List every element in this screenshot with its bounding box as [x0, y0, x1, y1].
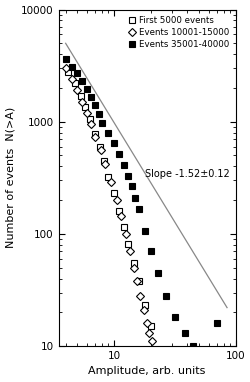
- Events 10001-15000: [120, 214, 122, 218]
- Events 10001-15000: [115, 198, 118, 202]
- First 5000 events: [106, 175, 110, 180]
- Events 10001-15000: [70, 77, 73, 81]
- Events 10001-15000: [144, 321, 148, 325]
- Events 35001-40000: [214, 321, 218, 325]
- Events 10001-15000: [132, 265, 135, 270]
- Events 10001-15000: [128, 249, 131, 254]
- Y-axis label: Number of events  N(>A): Number of events N(>A): [6, 107, 16, 248]
- Events 10001-15000: [142, 308, 144, 312]
- Events 35001-40000: [85, 87, 88, 91]
- Events 35001-40000: [76, 71, 78, 76]
- Line: Events 10001-15000: Events 10001-15000: [62, 65, 154, 345]
- First 5000 events: [132, 261, 135, 265]
- X-axis label: Amplitude, arb. units: Amplitude, arb. units: [88, 366, 205, 376]
- Events 10001-15000: [81, 100, 84, 104]
- Events 10001-15000: [85, 110, 88, 115]
- Events 35001-40000: [182, 331, 185, 335]
- Line: Events 35001-40000: Events 35001-40000: [62, 57, 219, 360]
- First 5000 events: [79, 94, 82, 98]
- Events 10001-15000: [93, 135, 96, 139]
- Events 35001-40000: [130, 184, 133, 189]
- Events 35001-40000: [90, 95, 92, 100]
- Events 10001-15000: [150, 339, 153, 344]
- Events 10001-15000: [64, 66, 67, 71]
- First 5000 events: [122, 225, 125, 229]
- Events 35001-40000: [191, 344, 194, 348]
- First 5000 events: [137, 279, 140, 283]
- Events 35001-40000: [148, 249, 152, 254]
- First 5000 events: [117, 209, 120, 213]
- First 5000 events: [84, 105, 86, 109]
- First 5000 events: [112, 191, 115, 196]
- Events 35001-40000: [93, 103, 96, 108]
- Events 35001-40000: [202, 354, 205, 359]
- First 5000 events: [126, 241, 129, 246]
- Events 35001-40000: [173, 315, 176, 320]
- Legend: First 5000 events, Events 10001-15000, Events 35001-40000: First 5000 events, Events 10001-15000, E…: [125, 14, 230, 50]
- Line: First 5000 events: First 5000 events: [65, 69, 153, 329]
- First 5000 events: [148, 324, 152, 329]
- Events 35001-40000: [137, 207, 140, 212]
- Events 35001-40000: [143, 229, 146, 234]
- First 5000 events: [143, 303, 146, 308]
- Events 10001-15000: [138, 294, 141, 298]
- Events 10001-15000: [135, 279, 138, 283]
- Events 35001-40000: [81, 79, 84, 83]
- Events 35001-40000: [64, 57, 67, 62]
- First 5000 events: [93, 131, 96, 136]
- Events 35001-40000: [134, 196, 136, 200]
- Events 35001-40000: [112, 141, 115, 146]
- First 5000 events: [102, 158, 105, 163]
- Events 35001-40000: [70, 64, 73, 69]
- Events 35001-40000: [100, 120, 103, 125]
- Events 35001-40000: [117, 151, 120, 156]
- First 5000 events: [98, 144, 101, 149]
- Events 10001-15000: [90, 122, 92, 126]
- Events 10001-15000: [76, 88, 78, 93]
- Events 35001-40000: [122, 162, 125, 167]
- Events 10001-15000: [147, 331, 150, 335]
- First 5000 events: [66, 69, 70, 74]
- Events 10001-15000: [110, 180, 112, 184]
- Events 10001-15000: [99, 148, 102, 152]
- Events 35001-40000: [126, 173, 129, 178]
- Text: Slope -1.52±0.12: Slope -1.52±0.12: [144, 169, 229, 179]
- Events 10001-15000: [124, 231, 127, 236]
- First 5000 events: [74, 81, 76, 86]
- Events 35001-40000: [156, 270, 159, 275]
- First 5000 events: [88, 117, 91, 121]
- Events 10001-15000: [104, 162, 106, 166]
- Events 35001-40000: [97, 112, 100, 116]
- Events 35001-40000: [106, 131, 110, 136]
- Events 35001-40000: [164, 294, 167, 298]
